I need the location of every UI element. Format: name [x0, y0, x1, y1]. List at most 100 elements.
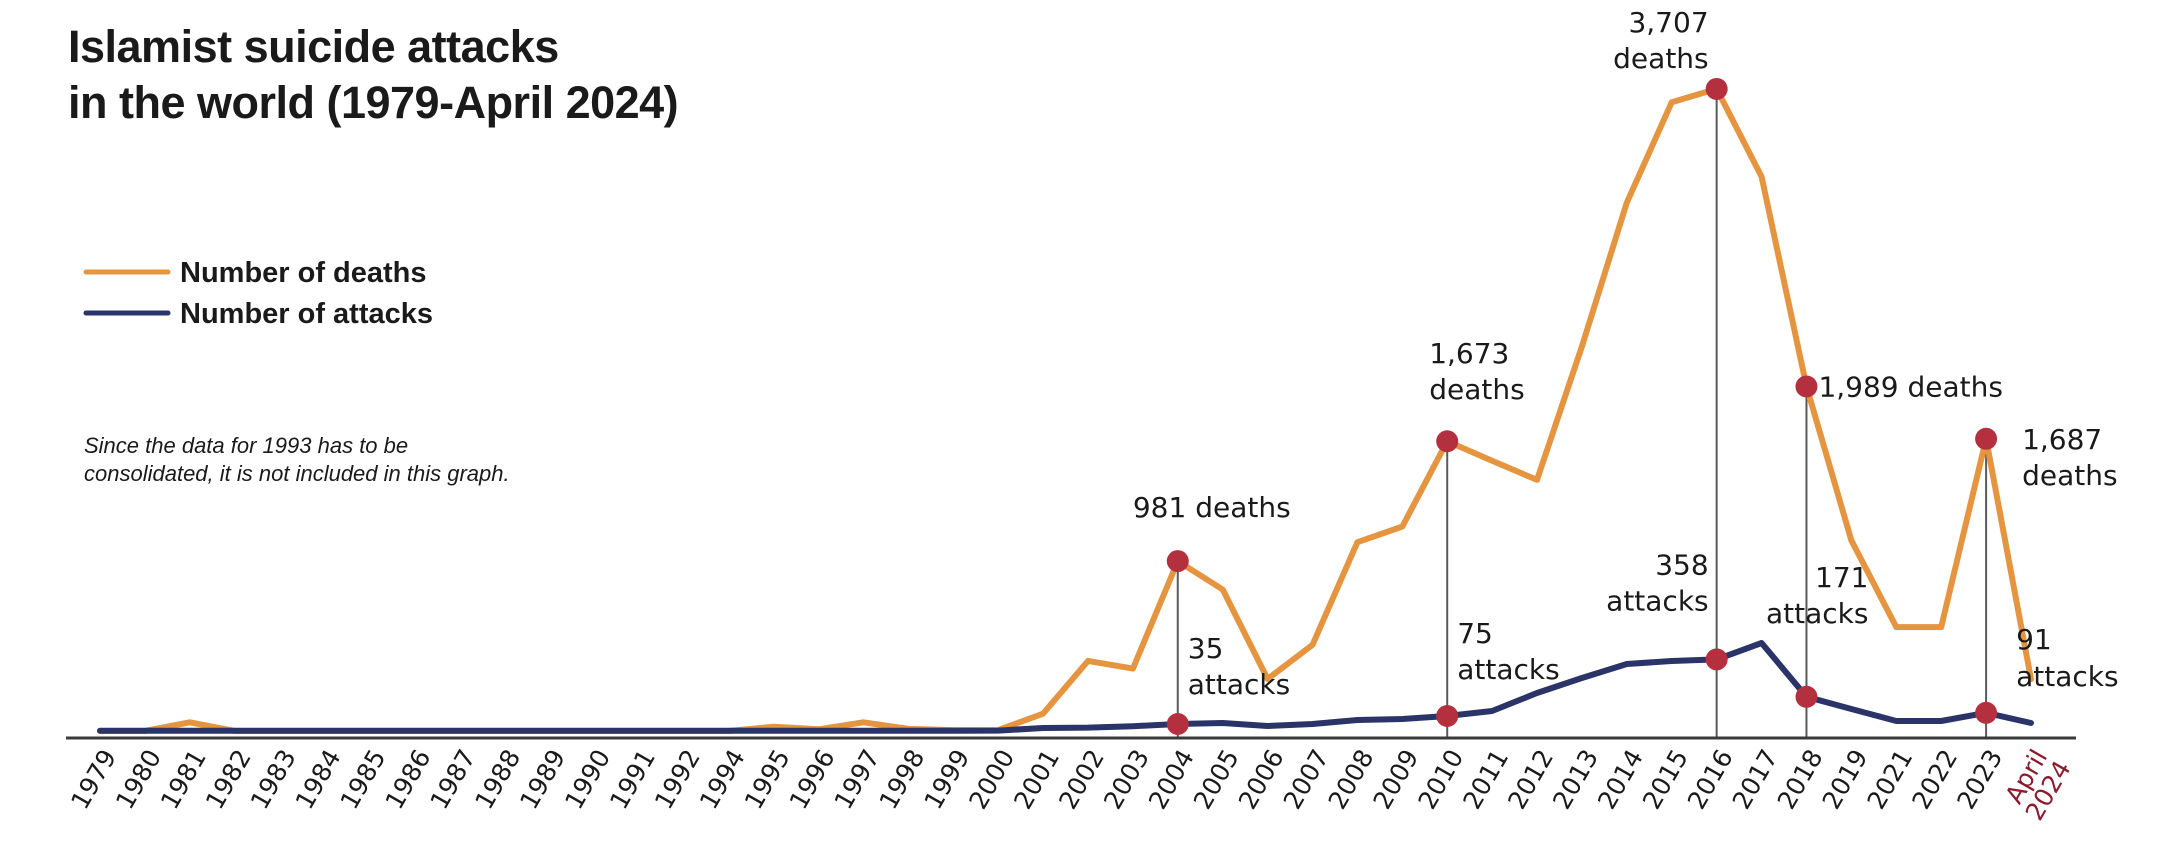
x-tick-label: 2009 [1367, 745, 1424, 815]
annotation-label: 75 attacks [1457, 617, 1559, 686]
x-tick-label: 2007 [1278, 745, 1335, 815]
x-tick-label-text: 2005 [1188, 745, 1245, 815]
x-tick-label: 1998 [874, 745, 931, 815]
x-tick-label-text: 1989 [514, 745, 571, 815]
x-tick-label: 1979 [65, 745, 122, 815]
annotation-label-line: 1,673 [1429, 337, 1509, 370]
x-tick-label: 2021 [1861, 745, 1918, 815]
annotation-marker [1705, 648, 1728, 671]
x-tick-label: 2011 [1457, 745, 1514, 815]
annotation-label-line: deaths [1429, 373, 1524, 406]
x-tick-label: 1981 [155, 745, 212, 815]
annotation-label-line: attacks [1606, 584, 1708, 617]
annotation-label-line: attacks [1766, 597, 1868, 630]
x-tick-label-text: 1995 [739, 745, 796, 815]
x-tick-label: 1982 [200, 745, 257, 815]
annotation-label-line: 3,707 [1628, 6, 1708, 39]
x-axis-tick-labels: 1979198019811982198319841985198619871988… [65, 745, 2076, 826]
annotation-markers [1166, 77, 1998, 735]
x-tick-label: 2014 [1592, 745, 1649, 815]
x-tick-label: 1988 [469, 745, 526, 815]
annotation-label-line: deaths [1613, 42, 1708, 75]
legend: Number of deaths Number of attacks [83, 257, 433, 330]
x-tick-label: 1989 [514, 745, 571, 815]
annotation-label: 1,687 deaths [2022, 423, 2117, 492]
annotation-label-line: 1,989 deaths [1818, 371, 2003, 404]
x-tick-label-text: 2021 [1861, 745, 1918, 815]
annotation-marker [1795, 375, 1818, 398]
x-tick-label-text: 1998 [874, 745, 931, 815]
x-tick-label-text: 1982 [200, 745, 257, 815]
x-tick-label-text: 1983 [245, 745, 302, 815]
x-tick-label-text: 2004 [1143, 745, 1200, 815]
x-tick-label-text: 2014 [1592, 745, 1649, 815]
x-tick-label-text: 2022 [1906, 745, 1963, 815]
annotation-label-line: 358 [1655, 548, 1708, 581]
x-tick-label: 1992 [649, 745, 706, 815]
chart-note: Since the data for 1993 has to be consol… [84, 433, 510, 486]
x-tick-label-text: 2023 [1951, 745, 2008, 815]
annotation-label: 1,989 deaths [1818, 371, 2003, 404]
x-tick-label-text: 1986 [380, 745, 437, 815]
annotation-marker [1436, 705, 1459, 727]
x-tick-label-text: 2017 [1727, 745, 1784, 815]
x-tick-label: 2012 [1502, 745, 1559, 815]
chart-title: Islamist suicide attacks in the world (1… [68, 21, 679, 128]
annotation-guides [1176, 88, 1988, 738]
legend-label-attacks: Number of attacks [180, 298, 433, 330]
annotation-label-line: attacks [1188, 668, 1290, 701]
x-tick-label: 1995 [739, 745, 796, 815]
x-tick-label: 1990 [559, 745, 616, 815]
x-tick-label-text: 2013 [1547, 745, 1604, 815]
note-line-1: Since the data for 1993 has to be [84, 433, 408, 458]
x-tick-label: 2006 [1233, 745, 1290, 815]
x-tick-label-text: 2003 [1098, 745, 1155, 815]
annotation-label-line: 1,687 [2022, 423, 2102, 456]
x-tick-label: 1996 [784, 745, 841, 815]
x-tick-label-text: 1980 [110, 745, 167, 815]
x-tick-label: 1997 [829, 745, 886, 815]
annotation-marker [1795, 685, 1818, 708]
x-tick-label: 2004 [1143, 745, 1200, 815]
x-tick-label-text: 1988 [469, 745, 526, 815]
chart-title-line-1: Islamist suicide attacks [68, 21, 559, 72]
x-tick-label: 2022 [1906, 745, 1963, 815]
annotation-marker [1166, 713, 1189, 735]
x-tick-label-text: 1979 [65, 745, 122, 815]
x-tick-label: 2003 [1098, 745, 1155, 815]
annotation-label: 3,707 deaths [1613, 6, 1708, 75]
x-tick-label: 2005 [1188, 745, 1245, 815]
x-tick-label-text: 2000 [963, 745, 1020, 815]
annotation-label-line: attacks [2016, 660, 2118, 693]
x-tick-label-text: 1985 [335, 745, 392, 815]
x-tick-label: 1983 [245, 745, 302, 815]
annotation-label-line: 171 [1815, 561, 1868, 594]
x-tick-label: 2013 [1547, 745, 1604, 815]
x-tick-label: 1980 [110, 745, 167, 815]
x-tick-label: 1986 [380, 745, 437, 815]
x-tick-label-text: 2001 [1008, 745, 1065, 815]
x-tick-label-text: 2007 [1278, 745, 1335, 815]
x-tick-label-text: 2006 [1233, 745, 1290, 815]
annotation-label-line: 981 deaths [1133, 491, 1291, 524]
annotation-marker [1166, 550, 1189, 573]
note-line-2: consolidated, it is not included in this… [84, 461, 510, 486]
x-tick-label-text: 2016 [1682, 745, 1739, 815]
annotation-label-line: 91 [2016, 623, 2052, 656]
x-tick-label-text: 2015 [1637, 745, 1694, 815]
x-tick-label-text: 2002 [1053, 745, 1110, 815]
x-tick-label-text: 1992 [649, 745, 706, 815]
x-tick-label-text: 1987 [424, 745, 481, 815]
x-tick-label-text: 2011 [1457, 745, 1514, 815]
series-line-deaths [97, 85, 2034, 734]
x-tick-label-text: 2012 [1502, 745, 1559, 815]
annotation-label: 171 attacks [1766, 561, 1868, 630]
annotation-label: 35 attacks [1188, 632, 1290, 701]
annotation-label-line: deaths [2022, 459, 2117, 492]
annotation-marker [1436, 430, 1459, 453]
annotation-marker [1705, 77, 1728, 100]
x-tick-label: 2018 [1772, 745, 1829, 815]
annotation-label: 358 attacks [1606, 548, 1708, 617]
